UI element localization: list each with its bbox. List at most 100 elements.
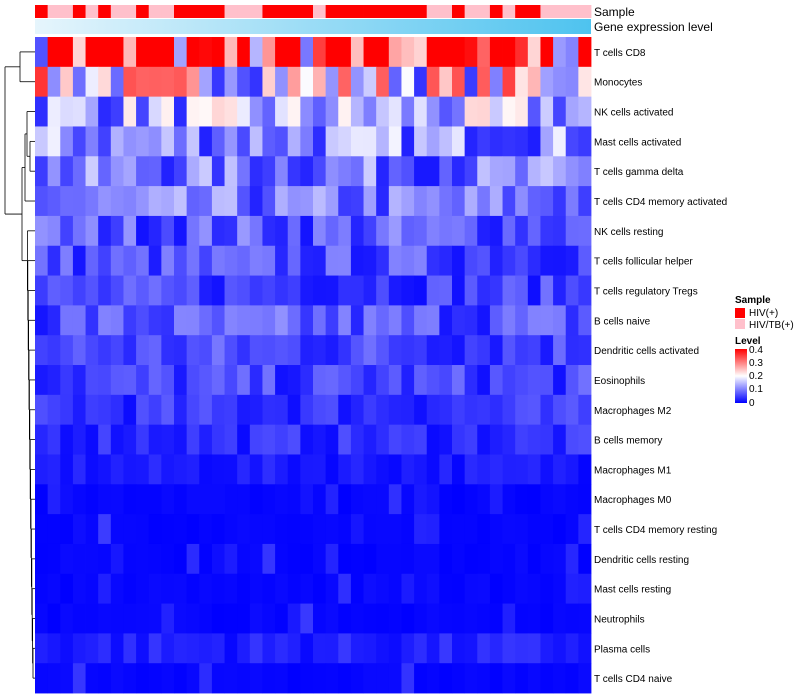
heatmap-cell	[452, 305, 466, 336]
heatmap-cell	[262, 37, 276, 68]
heatmap-cell	[439, 603, 453, 634]
heatmap-cell	[85, 365, 99, 396]
heatmap-cell	[553, 126, 567, 157]
heatmap-cell	[47, 156, 61, 187]
row-label: B cells memory	[594, 436, 662, 447]
heatmap-cell	[363, 186, 377, 217]
heatmap-cell	[211, 394, 225, 426]
heatmap-cell	[237, 394, 251, 426]
heatmap-cell	[47, 335, 61, 366]
heatmap-cell	[439, 275, 453, 306]
heatmap-cell	[414, 305, 428, 336]
heatmap-cell	[426, 663, 440, 694]
heatmap-cell	[174, 365, 188, 396]
heatmap-cell	[136, 245, 150, 276]
heatmap-cell	[35, 633, 49, 664]
sample-cell	[224, 5, 238, 18]
heatmap-cell	[376, 514, 390, 545]
heatmap-cell	[376, 454, 390, 485]
heatmap-cell	[186, 514, 200, 545]
heatmap-cell	[72, 245, 86, 276]
heatmap-cell	[85, 454, 99, 485]
heatmap-cell	[363, 394, 377, 426]
heatmap-cell	[224, 603, 238, 634]
heatmap-cell	[237, 633, 251, 664]
heatmap-cell	[85, 126, 99, 157]
heatmap-cell	[502, 37, 516, 68]
row-label: Eosinophils	[594, 376, 645, 387]
heatmap-cell	[161, 126, 175, 157]
heatmap-cell	[47, 573, 61, 604]
heatmap-cell	[527, 365, 541, 396]
heatmap-cell	[35, 186, 49, 217]
heatmap-cell	[199, 37, 213, 68]
heatmap-cell	[262, 484, 276, 515]
heatmap-cell	[174, 424, 188, 455]
heatmap-cell	[148, 126, 162, 157]
heatmap-cell	[35, 96, 49, 127]
heatmap-cell	[350, 484, 364, 515]
heatmap-cell	[123, 186, 137, 217]
heatmap-cell	[136, 543, 150, 575]
heatmap-cell	[211, 126, 225, 157]
heatmap-cell	[262, 394, 276, 426]
sample-cell	[350, 5, 364, 18]
heatmap-cell	[452, 365, 466, 396]
heatmap-cell	[502, 603, 516, 634]
row-label: Macrophages M2	[594, 406, 672, 417]
heatmap-cell	[275, 245, 289, 276]
heatmap-cell	[35, 663, 49, 694]
heatmap-cell	[224, 245, 238, 276]
heatmap-cell	[199, 573, 213, 604]
heatmap-cell	[426, 66, 440, 98]
heatmap-cell	[136, 335, 150, 366]
heatmap-cell	[313, 603, 327, 634]
heatmap-cell	[85, 275, 99, 306]
heatmap-cell	[515, 514, 529, 545]
heatmap-cell	[262, 156, 276, 187]
heatmap-cell	[452, 484, 466, 515]
heatmap-cell	[515, 573, 529, 604]
heatmap-cell	[60, 335, 74, 366]
heatmap-cell	[186, 126, 200, 157]
heatmap-cell	[426, 633, 440, 664]
heatmap-cell	[300, 514, 314, 545]
heatmap-cell	[502, 156, 516, 187]
heatmap-cell	[174, 543, 188, 575]
heatmap-cell	[338, 335, 352, 366]
heatmap-cell	[199, 186, 213, 217]
heatmap-cell	[325, 215, 339, 247]
heatmap-cell	[211, 305, 225, 336]
heatmap-cell	[161, 215, 175, 247]
heatmap-cell	[376, 365, 390, 396]
heatmap-cell	[161, 37, 175, 68]
heatmap-cell	[388, 126, 402, 157]
heatmap-cell	[237, 603, 251, 634]
heatmap-cell	[136, 275, 150, 306]
heatmap-cell	[477, 186, 491, 217]
heatmap-cell	[426, 424, 440, 455]
heatmap-cell	[211, 186, 225, 217]
heatmap-cell	[199, 633, 213, 664]
row-label: Mast cells resting	[594, 585, 671, 596]
heatmap-cell	[578, 633, 592, 664]
legend-swatch-hiv	[735, 308, 745, 318]
heatmap-cell	[287, 335, 301, 366]
heatmap-cell	[237, 305, 251, 336]
row-label: Neutrophils	[594, 615, 645, 626]
heatmap-cell	[300, 633, 314, 664]
heatmap-cell	[60, 543, 74, 575]
heatmap-cell	[464, 454, 478, 485]
heatmap-cell	[578, 454, 592, 485]
heatmap-cell	[388, 245, 402, 276]
heatmap-cell	[565, 126, 579, 157]
heatmap-cell	[249, 633, 263, 664]
heatmap-cell	[565, 394, 579, 426]
heatmap-cell	[502, 186, 516, 217]
heatmap-cell	[565, 454, 579, 485]
heatmap-cell	[211, 424, 225, 455]
heatmap-cell	[47, 37, 61, 68]
heatmap-cell	[578, 126, 592, 157]
heatmap-cell	[489, 335, 503, 366]
heatmap-cell	[211, 663, 225, 694]
